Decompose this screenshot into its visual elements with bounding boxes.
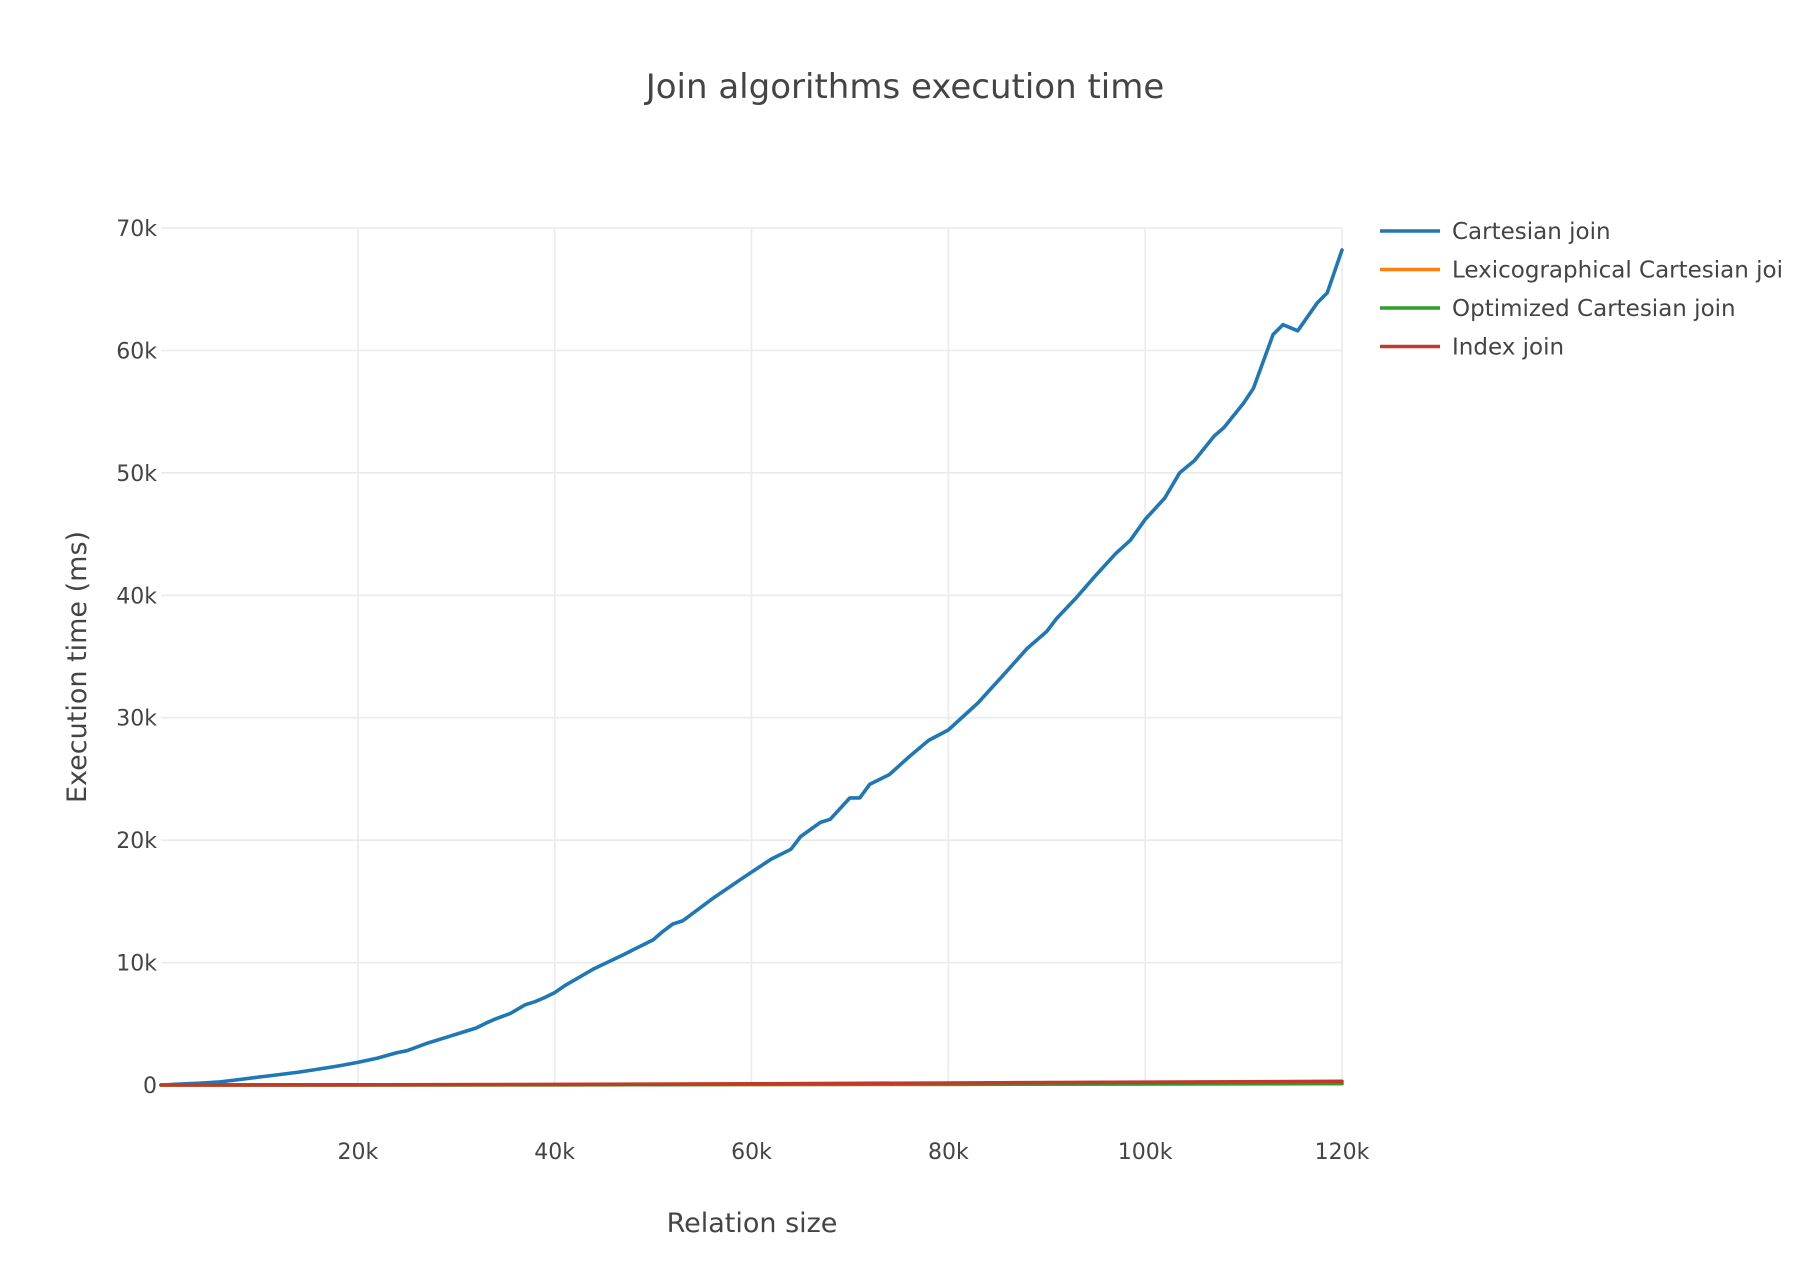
- legend: Cartesian join Lexicographical Cartesian …: [1380, 219, 1783, 361]
- chart-title: Join algorithms execution time: [644, 67, 1165, 107]
- x-tick-label: 40k: [534, 1140, 575, 1165]
- plot-area: [159, 248, 1344, 1087]
- y-tick-label: 10k: [116, 952, 157, 977]
- series-line-cartesian-join: [159, 248, 1344, 1087]
- y-tick-label: 50k: [116, 462, 157, 487]
- x-tick-label: 80k: [928, 1140, 969, 1165]
- legend-label-cartesian-join[interactable]: Cartesian join: [1452, 219, 1611, 245]
- y-tick-label: 30k: [116, 707, 157, 732]
- x-axis-title: Relation size: [667, 1208, 838, 1239]
- legend-label-index-join[interactable]: Index join: [1452, 335, 1564, 361]
- y-axis-ticks: 0 10k 20k 30k 40k 50k 60k 70k: [116, 217, 157, 1099]
- x-tick-label: 20k: [337, 1140, 378, 1165]
- y-tick-label: 60k: [116, 339, 157, 364]
- x-axis-ticks: 20k 40k 60k 80k 100k 120k: [337, 1140, 1369, 1165]
- legend-label-optimized-cartesian-join[interactable]: Optimized Cartesian join: [1452, 296, 1736, 322]
- x-tick-label: 100k: [1118, 1140, 1173, 1165]
- grid: [161, 227, 1343, 1085]
- y-tick-label: 20k: [116, 829, 157, 854]
- legend-label-lexicographical-cartesian-joi[interactable]: Lexicographical Cartesian joi: [1452, 258, 1783, 284]
- y-axis-title: Execution time (ms): [62, 531, 93, 803]
- x-tick-label: 120k: [1315, 1140, 1370, 1165]
- y-tick-label: 70k: [116, 217, 157, 242]
- y-tick-label: 0: [143, 1074, 157, 1099]
- series-line-index-join: [159, 1079, 1344, 1087]
- x-tick-label: 60k: [731, 1140, 772, 1165]
- y-tick-label: 40k: [116, 584, 157, 609]
